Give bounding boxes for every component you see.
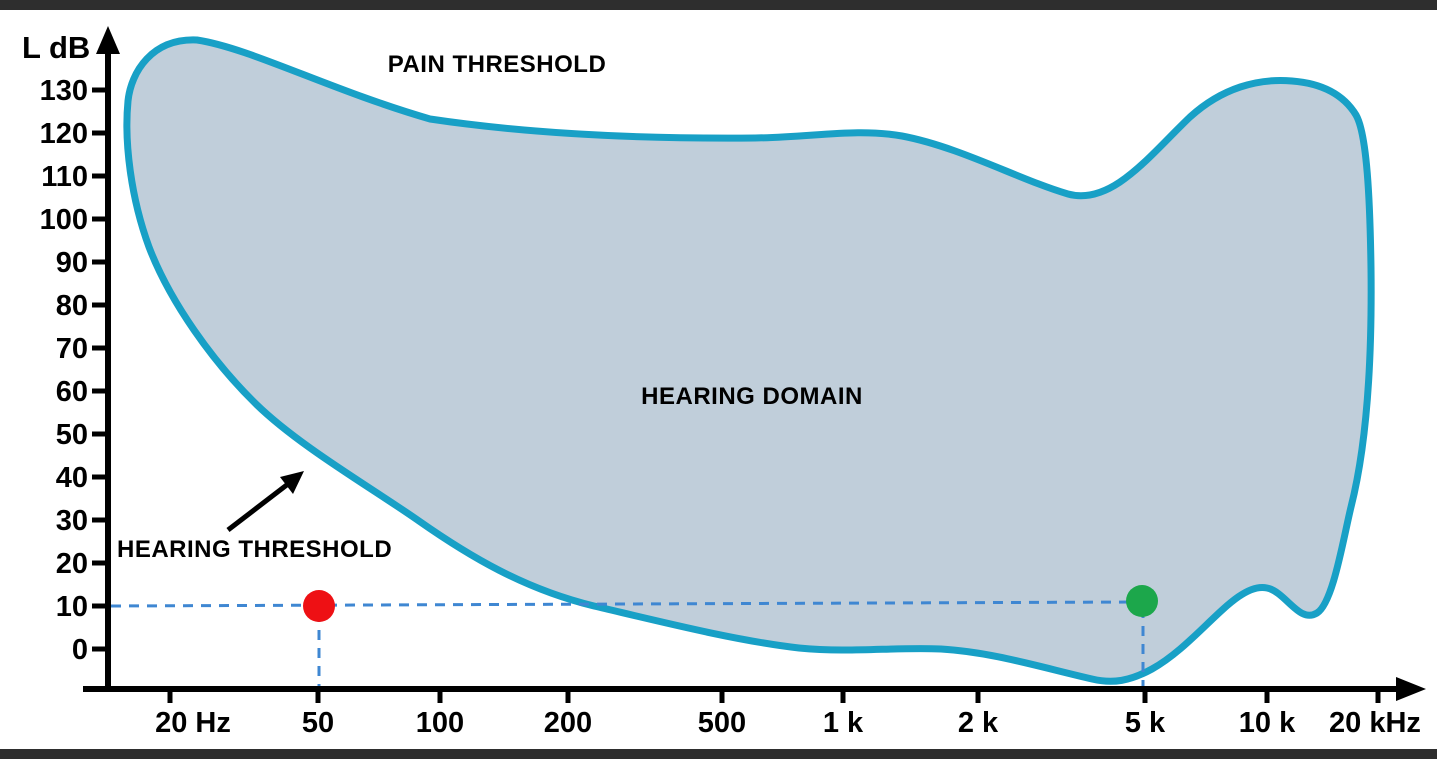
y-tick-label: 110 bbox=[41, 161, 88, 193]
x-axis-arrowhead-icon bbox=[1396, 677, 1426, 701]
y-tick-label: 80 bbox=[56, 290, 88, 322]
y-tick-label: 40 bbox=[56, 462, 88, 494]
x-tick-label: 2 k bbox=[958, 707, 999, 739]
hearing-threshold-arrow-icon bbox=[226, 471, 304, 532]
x-tick-label: 100 bbox=[416, 707, 464, 739]
x-tick-label: 5 k bbox=[1125, 707, 1166, 739]
y-tick-label: 100 bbox=[40, 204, 88, 236]
hearing-domain-label: HEARING DOMAIN bbox=[641, 383, 863, 410]
y-tick-label: 130 bbox=[40, 75, 88, 107]
y-tick-label: 90 bbox=[56, 247, 88, 279]
y-tick-label: 30 bbox=[56, 505, 88, 537]
x-axis-ticks bbox=[167, 687, 1381, 703]
bottom-frame-bar bbox=[0, 749, 1437, 759]
pain-threshold-label: PAIN THRESHOLD bbox=[388, 51, 607, 78]
y-axis-ticks bbox=[92, 87, 110, 652]
y-tick-label: 60 bbox=[56, 376, 88, 408]
y-axis-arrowhead-icon bbox=[96, 26, 120, 54]
y-tick-label: 50 bbox=[56, 419, 88, 451]
x-tick-label: 20 kHz bbox=[1329, 707, 1421, 739]
y-tick-label: 0 bbox=[72, 634, 88, 666]
x-tick-label: 10 k bbox=[1239, 707, 1296, 739]
x-tick-label: 500 bbox=[698, 707, 746, 739]
x-tick-label: 20 Hz bbox=[155, 707, 231, 739]
guide-line-10db bbox=[110, 600, 1136, 608]
green-marker-dot bbox=[1126, 585, 1158, 617]
hearing-threshold-label: HEARING THRESHOLD bbox=[117, 536, 392, 563]
y-tick-label: 120 bbox=[40, 118, 88, 150]
y-tick-label: 70 bbox=[56, 333, 88, 365]
x-tick-label: 50 bbox=[302, 707, 334, 739]
top-frame-bar bbox=[0, 0, 1437, 10]
y-tick-label: 20 bbox=[56, 548, 88, 580]
x-tick-label: 200 bbox=[544, 707, 592, 739]
y-tick-label: 10 bbox=[56, 591, 88, 623]
red-marker-dot bbox=[303, 590, 335, 622]
hearing-domain-region bbox=[123, 36, 1375, 685]
y-axis-title: L dB bbox=[22, 30, 90, 65]
x-tick-label: 1 k bbox=[823, 707, 864, 739]
